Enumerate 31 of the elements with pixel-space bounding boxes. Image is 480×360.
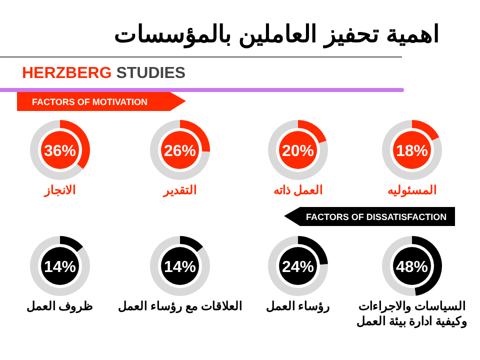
text: 48% [396,259,428,276]
donut-slice [298,120,327,144]
text: 20% [282,143,314,160]
donut-slice [268,236,328,296]
text: HERZBERG STUDIES [22,65,186,82]
text: FACTORS OF MOTIVATION [32,97,148,107]
text: 14% [44,259,76,276]
text: 26% [164,143,196,160]
text: FACTORS OF DISSATISFACTION [306,212,447,222]
donut-slice [268,120,328,180]
text: التقدير [162,183,196,198]
text: العلاقات مع رؤساء العمل [118,299,242,314]
donut-slice [412,120,440,141]
text: الانجاز [44,183,76,198]
text: العمل ذاته [273,183,323,197]
donut-slice [30,120,84,180]
text: رؤساء العمل [266,299,330,314]
text: المسئوليه [388,183,436,198]
donut-slice [382,120,442,180]
text: ظروف العمل [26,299,94,314]
text: 18% [396,143,428,160]
donut-slice [150,120,210,180]
donut-slice [60,236,84,252]
text: 36% [44,143,76,160]
donut-slice [180,236,204,252]
text: السياسات والاجراءات وكيفية ادارة بيئة العمل [356,299,468,329]
donut-slice [150,236,210,296]
text: 24% [282,259,314,276]
text: اهمية تحفيز العاملين بالمؤسسات [114,21,440,49]
donut-slice [30,236,90,296]
text: 14% [164,259,196,276]
